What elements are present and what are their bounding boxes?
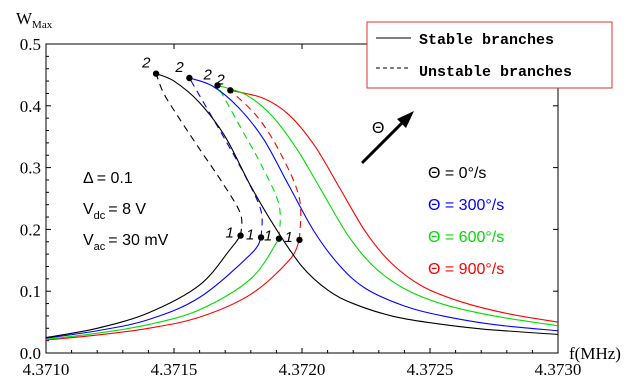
series-2-stable-right-line <box>217 84 559 327</box>
series-0-bifurcation-point-lower <box>237 232 244 239</box>
legend-unstable-label: Unstable branches <box>419 64 572 81</box>
axis-ticks: 0.0 0.1 0.2 0.3 0.4 0.5 4.3710 4.3715 4.3720 4.37… <box>20 35 582 379</box>
x-tick-label: 4.3730 <box>535 360 582 379</box>
series-label-2: Θ = 600°/s <box>428 229 504 246</box>
series-2-point-label-lower: 1 <box>264 228 272 245</box>
y-tick-label: 0.5 <box>20 35 41 54</box>
series-label-1: Θ = 300°/s <box>428 197 504 214</box>
series-2-unstable-line <box>217 85 281 239</box>
param-delta: Δ = 0.1 <box>83 170 133 187</box>
param-vdc: Vdc = 8 V <box>83 201 146 222</box>
series-1-bifurcation-point-lower <box>257 234 265 241</box>
y-tick-label: 0.3 <box>20 159 41 178</box>
x-tick-label: 4.3725 <box>407 360 454 379</box>
y-tick-label: 0.4 <box>20 97 42 116</box>
series-3-stable-right-line <box>230 89 559 323</box>
series-3-point-label-upper: 2 <box>215 71 225 88</box>
series-0-point-label-upper: 2 <box>141 55 151 72</box>
y-tick-label: 0.0 <box>20 344 41 363</box>
series-labels: Θ = 0°/s Θ = 300°/s Θ = 600°/s Θ = 900°/s <box>428 165 504 278</box>
series-3-bifurcation-point-lower <box>296 236 303 244</box>
series-2-bifurcation-point-lower <box>275 235 283 242</box>
series-2-bifurcation-point-upper <box>214 82 221 89</box>
arrow-label: Θ <box>372 120 384 137</box>
x-axis-label: f(MHz) <box>569 344 621 363</box>
series-3-unstable-line <box>229 89 302 240</box>
x-tick-label: 4.3720 <box>279 360 326 379</box>
series-2-stable-left-line <box>45 238 280 340</box>
x-tick-label: 4.3715 <box>151 360 198 379</box>
legend: Stable branches Unstable branches <box>366 21 613 89</box>
x-tick-label: 4.3710 <box>23 360 70 379</box>
series-3-stable-left-line <box>45 239 300 341</box>
series-1-point-label-upper: 2 <box>174 59 184 76</box>
parameters: Δ = 0.1 Vdc = 8 V Vac = 30 mV <box>83 170 169 253</box>
y-tick-label: 0.2 <box>20 220 41 239</box>
arrow-head <box>397 111 414 128</box>
series-0-unstable-line <box>155 73 243 236</box>
series-3-point-label-lower: 1 <box>284 229 292 246</box>
series-1-bifurcation-point-upper <box>186 74 193 82</box>
series-label-3: Θ = 900°/s <box>428 261 504 278</box>
y-tick-label: 0.1 <box>20 282 41 301</box>
series-label-0: Θ = 0°/s <box>428 165 486 182</box>
y-axis-label: WMax <box>16 9 53 31</box>
series-1-stable-left-line <box>45 237 262 339</box>
legend-stable-label: Stable branches <box>419 32 554 49</box>
arrow-shaft <box>360 118 407 165</box>
series-1-stable-right-line <box>189 77 559 332</box>
series-2-point-label-upper: 2 <box>203 66 213 83</box>
curves: 2 1 2 1 2 1 2 1 <box>45 55 559 341</box>
series-1-unstable-line <box>188 77 263 238</box>
series-0-point-label-lower: 1 <box>226 225 234 242</box>
param-vac: Vac = 30 mV <box>83 232 169 253</box>
series-0-stable-left-line <box>45 235 242 339</box>
series-1-point-label-lower: 1 <box>246 226 254 243</box>
series-0-bifurcation-point-upper <box>152 70 160 77</box>
theta-arrow: Θ <box>360 111 414 165</box>
series-0-stable-right-line <box>155 73 559 336</box>
series-3-bifurcation-point-upper <box>227 87 234 94</box>
legend-box <box>366 21 613 89</box>
